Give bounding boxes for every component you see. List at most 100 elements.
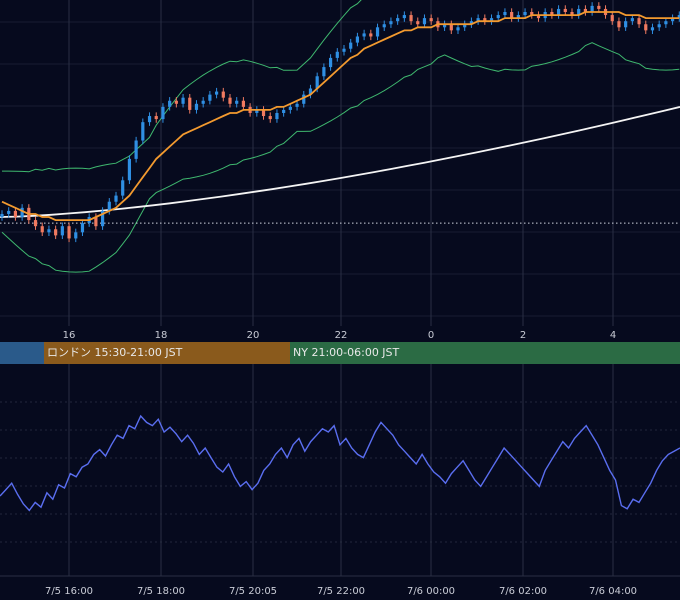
candle-body (416, 21, 420, 25)
candle (174, 97, 178, 108)
session-tokyo (0, 342, 44, 364)
candle-body (536, 15, 541, 19)
oscillator-chart[interactable]: 7/5 16:00 7/5 18:00 7/5 20:05 7/5 22:00 7/6 … (0, 364, 680, 600)
candle (349, 38, 353, 53)
candle-body (174, 100, 178, 104)
candle-body (74, 232, 78, 239)
price-x-tick-label: 20 (247, 330, 260, 341)
candle (463, 20, 467, 31)
candle (597, 2, 601, 13)
candle (456, 23, 460, 35)
candle (375, 23, 380, 41)
candle-body (60, 226, 64, 236)
candle-body (315, 76, 319, 89)
candle (657, 20, 661, 31)
candle-body (362, 33, 366, 37)
candle (295, 100, 299, 111)
candle-body (563, 8, 567, 12)
candle-body (617, 21, 621, 28)
candle (74, 228, 78, 243)
candle (583, 5, 588, 16)
oscillator-path (0, 414, 680, 512)
candle-body (7, 210, 11, 214)
candle-body (496, 15, 500, 19)
candle (100, 207, 105, 230)
candle (590, 2, 594, 16)
oscillator-x-axis-labels: 7/5 16:00 7/5 18:00 7/5 20:05 7/5 22:00 7/6 … (45, 586, 637, 597)
candle-body (402, 15, 406, 19)
candle (302, 90, 306, 108)
candle (396, 14, 400, 25)
candle-body (268, 116, 272, 120)
candle-body (154, 116, 158, 120)
candle (60, 222, 64, 240)
price-x-tick-label: 2 (520, 330, 526, 341)
candle (221, 87, 225, 102)
candle-body (637, 18, 641, 25)
candle-body (261, 109, 266, 117)
candle-body (20, 207, 24, 218)
candle-body (389, 21, 393, 25)
candle (650, 23, 655, 35)
candle (80, 219, 85, 236)
candle (141, 118, 145, 145)
candle-body (469, 21, 474, 25)
price-chart[interactable]: 16 18 20 22 0 2 4 (0, 0, 680, 342)
candle-body (355, 36, 360, 43)
candle (308, 84, 313, 99)
candle-body (40, 226, 44, 233)
candle-body (516, 15, 520, 19)
candle (328, 54, 333, 71)
candle (67, 222, 71, 243)
candle-body (577, 8, 581, 16)
candle (121, 176, 125, 200)
candle (261, 106, 266, 120)
candle-body (208, 94, 212, 101)
ma-short-line (1, 11, 680, 221)
candle (503, 8, 507, 19)
candle-body (650, 27, 655, 31)
candle-body (295, 103, 299, 107)
candle-body (644, 24, 648, 31)
candle (523, 8, 527, 19)
candle (382, 20, 386, 31)
candle-body (335, 51, 339, 58)
candle (288, 103, 292, 114)
candle-body (67, 226, 71, 239)
candle (201, 97, 205, 108)
candle-body (322, 67, 326, 77)
candle-body (235, 100, 239, 104)
candle-body (100, 210, 105, 227)
candle (47, 225, 51, 236)
candle-body (422, 18, 427, 25)
candle (563, 5, 567, 16)
candle (516, 11, 520, 22)
candle-body (550, 12, 554, 16)
candle-body (141, 122, 145, 141)
candle-body (328, 57, 333, 68)
candle-body (302, 94, 306, 104)
candle-body (429, 18, 433, 22)
candle (127, 155, 132, 184)
candle (228, 94, 232, 108)
candle-body (624, 21, 628, 28)
candle (624, 17, 628, 31)
candle-body (483, 18, 487, 22)
candle (20, 204, 24, 221)
candle-body (228, 97, 232, 104)
candles (0, 2, 680, 243)
candle-body (369, 33, 373, 37)
candle (610, 11, 614, 25)
candle (188, 94, 192, 114)
candle-body (530, 12, 534, 16)
candle-body (396, 18, 400, 22)
candle-body (13, 210, 18, 218)
candle (677, 11, 680, 22)
candle-body (201, 100, 205, 104)
candle (214, 87, 219, 99)
candle (268, 112, 272, 123)
candle-body (282, 109, 286, 113)
candle-body (33, 220, 38, 227)
price-x-tick-label: 16 (63, 330, 76, 341)
candle-body (275, 112, 279, 120)
